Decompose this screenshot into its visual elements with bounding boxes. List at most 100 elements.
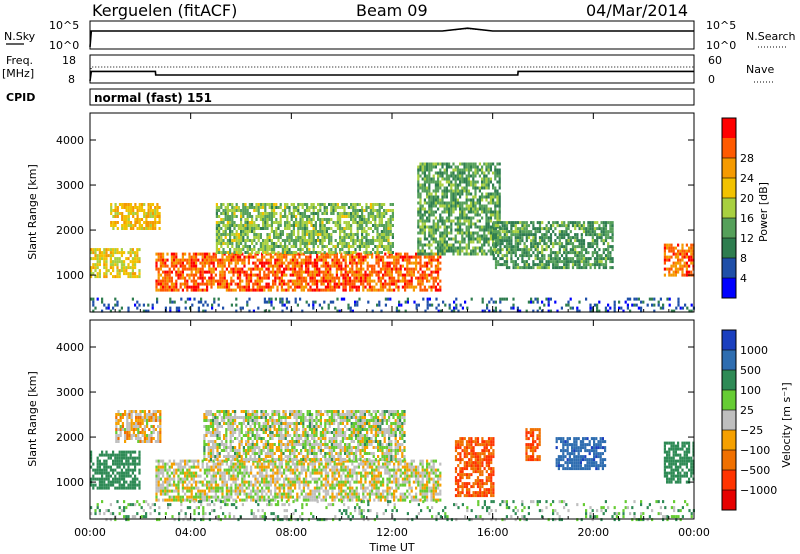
power-cell xyxy=(375,258,378,262)
power-cell xyxy=(277,221,280,224)
power-cell xyxy=(239,273,242,277)
power-cell xyxy=(350,215,353,218)
power-cell xyxy=(302,288,305,292)
power-cell xyxy=(390,252,393,256)
power-cell xyxy=(362,258,365,262)
power-cell xyxy=(230,270,233,274)
power-cell xyxy=(350,245,353,248)
power-cell xyxy=(258,270,261,274)
power-cell xyxy=(252,273,255,277)
power-cell xyxy=(600,221,603,225)
power-cell xyxy=(225,279,228,283)
power-cell xyxy=(461,189,464,193)
power-cell xyxy=(521,239,524,243)
power-cell xyxy=(220,221,223,224)
power-cell xyxy=(306,227,309,230)
power-cell xyxy=(322,264,325,268)
power-cell xyxy=(266,221,269,224)
power-cell xyxy=(423,252,426,256)
power-cell xyxy=(508,236,511,240)
power-cell xyxy=(114,209,117,212)
power-cell xyxy=(320,270,323,274)
power-cell xyxy=(637,306,640,310)
power-cell xyxy=(248,206,251,209)
power-cell xyxy=(426,303,429,307)
power-cell xyxy=(494,201,497,205)
power-cell xyxy=(558,251,561,255)
power-cell xyxy=(203,264,206,268)
velocity-cell xyxy=(138,480,141,484)
power-cell xyxy=(333,258,336,262)
power-cell xyxy=(287,282,290,286)
power-cell xyxy=(560,221,564,225)
power-cell xyxy=(345,215,348,218)
power-colorbar-tick-label: 12 xyxy=(740,232,754,245)
power-cell xyxy=(445,201,448,205)
velocity-cell xyxy=(126,416,129,419)
power-cell xyxy=(465,198,468,202)
power-cell xyxy=(367,233,370,236)
power-cell xyxy=(121,206,124,209)
power-cell xyxy=(243,285,246,289)
velocity-cell xyxy=(157,462,160,466)
velocity-cell xyxy=(166,498,169,502)
power-cell xyxy=(499,242,502,246)
power-cell xyxy=(284,215,287,218)
power-cell xyxy=(580,248,583,252)
power-cell xyxy=(563,236,566,240)
power-cell xyxy=(494,227,498,231)
power-cell xyxy=(251,221,254,224)
power-cell xyxy=(428,297,431,301)
power-cell xyxy=(105,272,108,276)
power-cell xyxy=(443,240,446,244)
power-cell xyxy=(96,248,99,252)
power-cell xyxy=(571,224,575,228)
power-cell xyxy=(373,288,376,292)
power-cell xyxy=(574,233,577,237)
power-cell xyxy=(270,203,273,206)
power-cell xyxy=(162,285,165,289)
power-cell xyxy=(210,270,213,274)
power-cell xyxy=(252,282,255,286)
power-cell xyxy=(472,186,475,190)
velocity-cell xyxy=(120,486,123,490)
velocity-cell xyxy=(137,416,140,419)
power-cell xyxy=(168,285,171,289)
power-cell xyxy=(241,306,244,310)
power-cell xyxy=(212,282,215,286)
power-cell xyxy=(450,246,453,250)
velocity-cell xyxy=(98,453,101,457)
power-cell xyxy=(244,203,247,206)
power-cell xyxy=(369,251,372,254)
power-cell xyxy=(467,207,470,211)
power-cell xyxy=(523,248,526,252)
power-cell xyxy=(487,165,490,169)
velocity-cell xyxy=(117,413,120,416)
power-cell xyxy=(317,209,320,212)
power-cell xyxy=(501,236,504,240)
power-cell xyxy=(563,230,566,234)
velocity-cell xyxy=(98,471,101,475)
velocity-cell xyxy=(168,468,171,472)
power-cell xyxy=(512,233,515,237)
power-cell xyxy=(485,183,488,187)
power-cell xyxy=(404,276,407,280)
power-cell xyxy=(589,266,592,270)
power-cell xyxy=(385,245,388,248)
power-cell xyxy=(439,168,442,172)
power-cell xyxy=(138,224,141,227)
power-cell xyxy=(406,270,409,274)
power-cell xyxy=(569,260,572,264)
power-cell xyxy=(266,248,269,251)
power-cell xyxy=(378,212,381,215)
power-cell xyxy=(118,212,122,215)
power-cell xyxy=(131,260,134,264)
power-cell xyxy=(114,212,117,215)
power-cell xyxy=(428,252,431,256)
power-cell xyxy=(155,264,158,268)
power-cell xyxy=(430,264,433,268)
power-cell xyxy=(512,263,515,267)
power-cell xyxy=(467,174,470,178)
power-cell xyxy=(268,309,271,313)
power-cell xyxy=(659,306,662,310)
